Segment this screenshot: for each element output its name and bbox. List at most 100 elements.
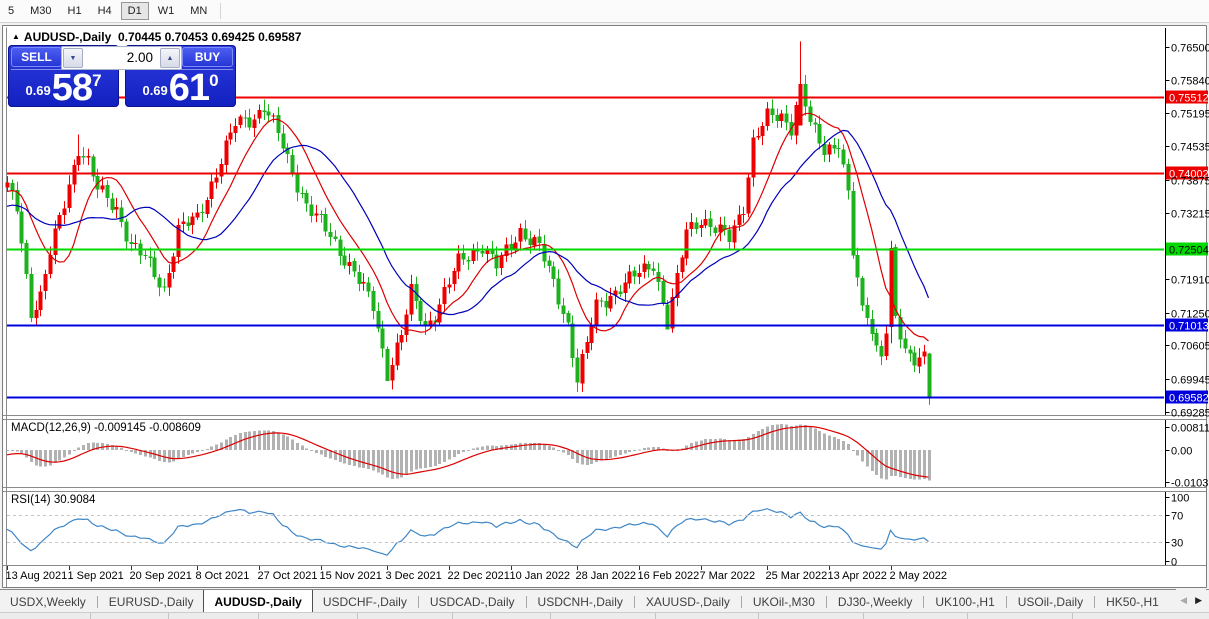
price-badge-0.74002 [1166, 166, 1208, 180]
tab-usdchf-daily[interactable]: USDCHF-,Daily [322, 595, 407, 609]
tab-scroll-arrows: ◀ ▶ [1176, 589, 1206, 611]
rsi-axis-label: 100 [1171, 493, 1189, 505]
tab-divider [633, 596, 635, 608]
date-label: 22 Dec 2021 [448, 570, 510, 582]
price-badge-0.75512 [1166, 90, 1208, 104]
tab-divider [525, 596, 527, 608]
tab-divider [96, 596, 98, 608]
strip-divider [258, 613, 259, 619]
timeframe-button-d1[interactable]: D1 [120, 2, 149, 20]
price-tick-label: 0.73215 [1171, 209, 1209, 221]
date-label: 25 Mar 2022 [766, 570, 828, 582]
price-tick-label: 0.71910 [1171, 275, 1209, 287]
tab-dj30-weekly[interactable]: DJ30-,Weekly [837, 595, 913, 609]
price-badge-label: 0.69582 [1169, 393, 1209, 405]
date-label: 1 Sep 2021 [68, 570, 124, 582]
tab-divider [825, 596, 827, 608]
bottom-strip [0, 612, 1209, 619]
chevron-down-icon: ▼ [69, 54, 77, 62]
tab-uk100-h1[interactable]: UK100-,H1 [935, 595, 995, 609]
tab-usdx-weekly[interactable]: USDX,Weekly [10, 595, 86, 609]
volume-increase-button[interactable]: ▲ [160, 48, 180, 68]
strip-divider [90, 613, 91, 619]
tab-divider [740, 596, 742, 608]
buy-price: 0.69 61 0 [125, 66, 236, 109]
tab-xauusd-daily[interactable]: XAUUSD-,Daily [645, 595, 730, 609]
price-tick-label: 0.69285 [1171, 408, 1209, 420]
timeframe-button-h1[interactable]: H1 [67, 5, 82, 17]
price-badge-0.72504 [1166, 242, 1208, 256]
chevron-up-icon: ▲ [166, 54, 174, 62]
macd-axis-label: -0.010311 [1171, 478, 1209, 490]
toolbar-separator [220, 3, 222, 19]
date-label: 7 Mar 2022 [700, 570, 756, 582]
scroll-right-icon[interactable]: ▶ [1195, 594, 1202, 605]
price-badge-label: 0.75512 [1169, 93, 1209, 105]
timeframe-button-5[interactable]: 5 [8, 5, 15, 17]
date-label: 3 Dec 2021 [386, 570, 442, 582]
tab-divider [417, 596, 419, 608]
volume-control: ▼ 2.00 ▲ [61, 46, 182, 70]
volume-decrease-button[interactable]: ▼ [63, 48, 83, 68]
price-badge-label: 0.74002 [1169, 169, 1209, 181]
buy-price-small: 0.69 [142, 83, 168, 98]
tab-eurusd-daily[interactable]: EURUSD-,Daily [108, 595, 194, 609]
price-tick-label: 0.74535 [1171, 142, 1209, 154]
date-label: 15 Nov 2021 [320, 570, 382, 582]
buy-price-big: 61 [168, 66, 210, 109]
rsi-plot [6, 508, 929, 556]
tab-divider [1005, 596, 1007, 608]
tab-ukoil-m30[interactable]: UKOil-,M30 [752, 595, 815, 609]
chart-title: ▲ AUDUSD-,Daily 0.70445 0.70453 0.69425 0… [12, 30, 301, 44]
timeframe-toolbar: 5 M30 H1 H4 D1 W1 MN [0, 0, 1209, 23]
date-label: 28 Jan 2022 [576, 570, 637, 582]
sell-price-sup: 7 [92, 71, 102, 90]
timeframe-button-w1[interactable]: W1 [157, 5, 175, 17]
volume-input[interactable]: 2.00 [126, 50, 153, 65]
macd-axis-label: 0.00 [1171, 446, 1192, 458]
price-tick-label: 0.75840 [1171, 76, 1209, 88]
date-label: 13 Apr 2022 [828, 570, 887, 582]
tab-divider [1094, 596, 1096, 608]
price-tick-label: 0.69945 [1171, 375, 1209, 387]
buy-button[interactable]: BUY [182, 47, 233, 67]
strip-divider [357, 613, 358, 619]
strip-divider [550, 613, 551, 619]
tab-usoil-daily[interactable]: USOil-,Daily [1017, 595, 1084, 609]
macd-axis-label: 0.00811 [1171, 423, 1209, 435]
tab-audusd-daily[interactable]: AUDUSD-,Daily [203, 590, 313, 613]
price-badge-0.69582 [1166, 390, 1208, 404]
price-badge-0.71013 [1166, 318, 1208, 332]
tab-hk50-h1[interactable]: HK50-,H1 [1106, 595, 1159, 609]
chart-tabbar: USDX,Weekly EURUSD-,Daily AUDUSD-,Daily USD… [0, 589, 1209, 613]
rsi-axis-label: 30 [1171, 538, 1183, 550]
price-badge-label: 0.72504 [1169, 245, 1209, 257]
sell-price-small: 0.69 [25, 83, 51, 98]
date-label: 13 Aug 2021 [6, 570, 68, 582]
timeframe-button-mn[interactable]: MN [190, 5, 208, 17]
sell-price: 0.69 58 7 [8, 66, 119, 109]
price-tick-label: 0.73875 [1171, 176, 1209, 188]
sell-price-block[interactable]: SELL 0.69 58 7 [8, 45, 119, 107]
date-label: 16 Feb 2022 [638, 570, 700, 582]
sell-price-big: 58 [51, 66, 93, 109]
candle-series [5, 41, 932, 405]
one-click-trade-panel: SELL 0.69 58 7 BUY 0.69 61 0 ▼ 2.00 ▲ [8, 45, 236, 107]
macd-histogram [6, 424, 931, 481]
rsi-indicator-label: RSI(14) 30.9084 [11, 494, 96, 506]
price-tick-label: 0.76500 [1171, 43, 1209, 55]
date-label: 10 Jan 2022 [510, 570, 571, 582]
tab-usdcad-daily[interactable]: USDCAD-,Daily [429, 595, 515, 609]
timeframe-button-h4[interactable]: H4 [97, 5, 112, 17]
date-label: 20 Sep 2021 [130, 570, 192, 582]
date-label: 2 May 2022 [890, 570, 947, 582]
price-tick-label: 0.70605 [1171, 341, 1209, 353]
price-badge-label: 0.71013 [1169, 321, 1209, 333]
scroll-left-icon[interactable]: ◀ [1180, 594, 1188, 605]
strip-divider [452, 613, 453, 619]
sell-button[interactable]: SELL [11, 47, 62, 67]
buy-price-sup: 0 [209, 71, 219, 90]
tab-usdcnh-daily[interactable]: USDCNH-,Daily [537, 595, 623, 609]
timeframe-button-m30[interactable]: M30 [30, 5, 52, 17]
